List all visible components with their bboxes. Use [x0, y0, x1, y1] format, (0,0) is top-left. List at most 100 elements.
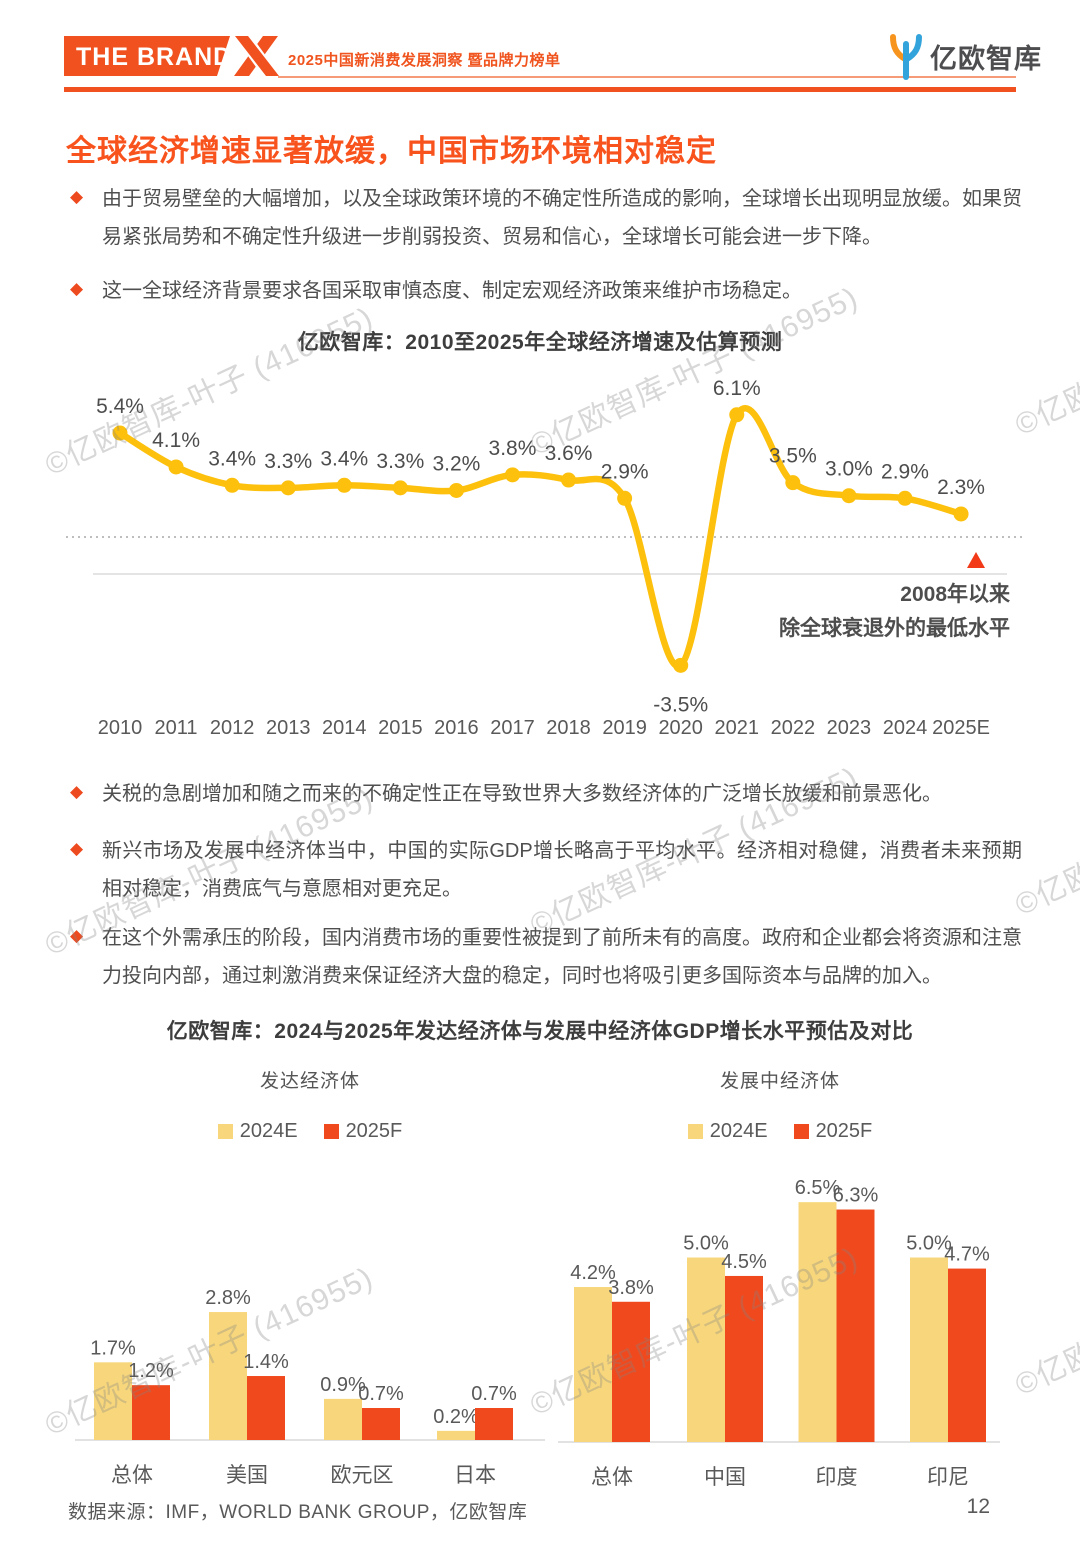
bar-value-label: 2.8%	[205, 1287, 251, 1309]
bar-category-label: 总体	[111, 1464, 153, 1487]
yiou-logo-text: 亿欧智库	[930, 43, 1042, 74]
line-point-label: 2.9%	[881, 460, 929, 483]
line-point-label: 3.4%	[208, 447, 256, 470]
line-point-label: 3.4%	[320, 447, 368, 470]
gdp-growth-line-chart: 5.4% 2010 4.1% 2011 3.4% 2012 3.3% 2013 3.4% 2014…	[66, 377, 1023, 739]
bar	[836, 1209, 875, 1442]
line-point-label: 3.3%	[376, 450, 424, 473]
annotation-line-1: 2008年以来	[900, 582, 1011, 606]
bar-value-label: 0.2%	[433, 1406, 479, 1428]
x-axis-year-label: 2010	[98, 717, 143, 739]
bar	[324, 1398, 362, 1440]
header-orange-bar	[64, 87, 1016, 92]
x-axis-year-label: 2021	[715, 717, 760, 739]
line-chart-point	[112, 425, 128, 441]
line-point-label: 3.8%	[489, 437, 537, 460]
line-chart-point	[392, 480, 408, 496]
line-point-label: 3.5%	[769, 445, 817, 468]
bar-category-label: 欧元区	[331, 1464, 394, 1487]
line-point-label: 3.3%	[264, 450, 312, 473]
yiou-logo: 亿欧智库	[886, 32, 1042, 80]
developed-economies-subtitle: 发达经济体	[259, 1071, 360, 1092]
x-axis-year-label: 2023	[827, 717, 872, 739]
bullet-item: ◆ 在这个外需承压的阶段，国内消费市场的重要性被提到了前所未有的高度。政府和企业…	[70, 919, 1022, 995]
line-chart-point	[953, 506, 969, 522]
bar-value-label: 4.7%	[944, 1244, 990, 1266]
bar	[574, 1287, 612, 1442]
x-axis-year-label: 2017	[490, 717, 535, 739]
line-point-label: 4.1%	[152, 429, 200, 452]
yiou-y-icon	[890, 34, 922, 80]
legend-developed: 2024E 2025F	[80, 1120, 540, 1143]
bullet-text: 在这个外需承压的阶段，国内消费市场的重要性被提到了前所未有的高度。政府和企业都会…	[102, 927, 1022, 987]
page-title: 全球经济增速显著放缓，中国市场环境相对稳定	[66, 135, 717, 169]
line-chart-point	[785, 475, 801, 491]
line-point-label: 6.1%	[713, 377, 761, 400]
x-axis-year-label: 2024	[883, 717, 928, 739]
bar	[687, 1257, 725, 1442]
line-chart-point	[280, 480, 296, 496]
bar-value-label: 5.0%	[683, 1233, 729, 1255]
bar-value-label: 6.5%	[795, 1177, 841, 1199]
bar	[612, 1301, 650, 1442]
legend-label: 2025F	[815, 1120, 873, 1142]
bullet-text: 关税的急剧增加和随之而来的不确定性正在导致世界大多数经济体的广泛增长放缓和前景恶…	[102, 783, 942, 805]
developing-economies-subtitle: 发展中经济体	[719, 1071, 840, 1092]
legend-label: 2025F	[345, 1120, 403, 1142]
brand-logo-text: THE BRAND	[76, 43, 232, 71]
gdp-comparison-bar-chart: 1.7%1.2%总体2.8%1.4%美国0.9%0.7%欧元区0.2%0.7%日…	[75, 1177, 1000, 1489]
bar-category-label: 印尼	[927, 1466, 969, 1489]
legend-developing: 2024E 2025F	[560, 1120, 1000, 1143]
bar	[362, 1408, 400, 1440]
bar-value-label: 1.7%	[90, 1337, 136, 1359]
x-axis-year-label: 2022	[771, 717, 816, 739]
x-axis-year-label: 2012	[210, 717, 255, 739]
line-point-label: 3.2%	[432, 452, 480, 475]
legend-item: 2024E	[687, 1120, 768, 1143]
bullet-item: ◆ 新兴市场及发展中经济体当中，中国的实际GDP增长略高于平均水平。经济相对稳健…	[70, 832, 1022, 908]
the-brand-x-logo: THE BRAND	[64, 35, 282, 77]
bar	[475, 1408, 513, 1440]
line-chart-point	[897, 490, 913, 506]
bar-value-label: 4.5%	[721, 1251, 767, 1273]
line-chart-point	[504, 467, 520, 483]
line-point-label: 2.3%	[937, 476, 985, 499]
bar	[948, 1268, 986, 1442]
bar	[209, 1312, 247, 1440]
x-axis-year-label: 2025E	[932, 717, 990, 739]
line-chart-point	[336, 477, 352, 493]
x-axis-year-label: 2015	[378, 717, 423, 739]
line-point-label: 2.9%	[601, 460, 649, 483]
header-thin-divider	[278, 76, 1016, 78]
legend-item: 2025F	[793, 1120, 873, 1143]
line-point-label: -3.5%	[653, 693, 708, 716]
bar-value-label: 6.3%	[833, 1185, 879, 1207]
bar-value-label: 4.2%	[570, 1262, 616, 1284]
line-chart-point	[729, 407, 745, 423]
legend-swatch-2024e	[687, 1124, 703, 1139]
x-axis-year-label: 2016	[434, 717, 479, 739]
line-chart-point	[617, 490, 633, 506]
lowest-level-marker-triangle	[967, 552, 985, 568]
bullet-text: 新兴市场及发展中经济体当中，中国的实际GDP增长略高于平均水平。经济相对稳健，消…	[102, 840, 1022, 900]
bar-category-label: 日本	[454, 1464, 496, 1487]
bar	[132, 1385, 170, 1440]
diamond-bullet-icon: ◆	[70, 187, 84, 206]
x-axis-year-label: 2013	[266, 717, 311, 739]
bar	[798, 1202, 837, 1442]
bar	[247, 1376, 285, 1440]
bar-category-label: 中国	[704, 1466, 746, 1489]
page-number: 12	[966, 1495, 990, 1518]
diamond-bullet-icon: ◆	[70, 926, 84, 945]
line-point-label: 3.6%	[545, 442, 593, 465]
diamond-bullet-icon: ◆	[70, 782, 84, 801]
data-source-note: 数据来源：IMF，WORLD BANK GROUP，亿欧智库	[68, 1502, 528, 1523]
x-axis-year-label: 2020	[658, 717, 703, 739]
line-chart-point	[224, 477, 240, 493]
bullet-item: ◆ 由于贸易壁垒的大幅增加，以及全球政策环境的不确定性所造成的影响，全球增长出现…	[70, 180, 1022, 256]
bullet-item: ◆ 这一全球经济背景要求各国采取审慎态度、制定宏观经济政策来维护市场稳定。	[70, 272, 1022, 310]
bar-category-label: 总体	[591, 1466, 633, 1489]
x-axis-year-label: 2019	[602, 717, 647, 739]
bar-chart-title: 亿欧智库：2024与2025年发达经济体与发展中经济体GDP增长水平预估及对比	[166, 1020, 914, 1043]
